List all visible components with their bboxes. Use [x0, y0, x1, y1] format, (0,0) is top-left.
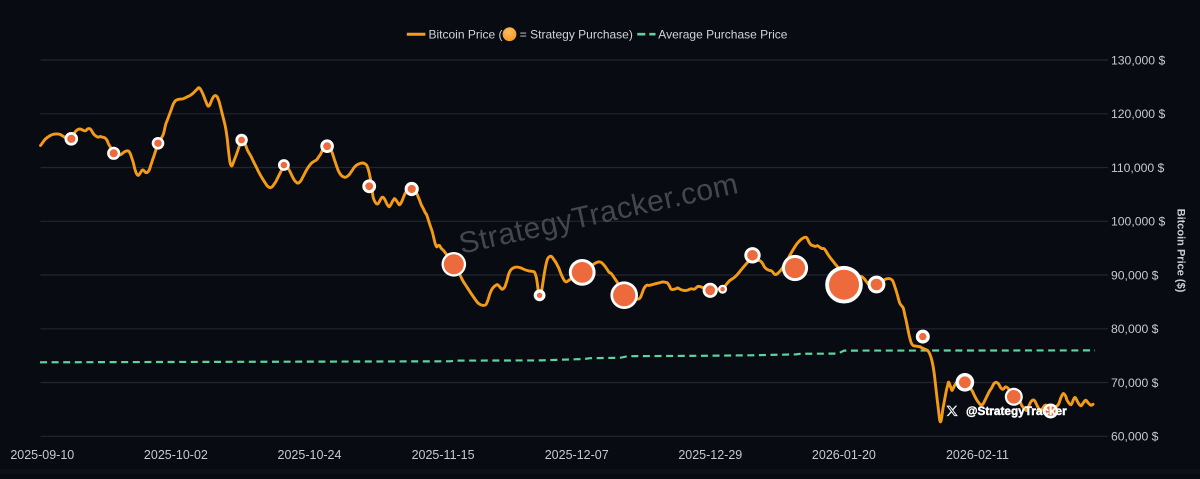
svg-text:90,000 $: 90,000 $ — [1111, 268, 1159, 282]
svg-text:@StrategyTracker: @StrategyTracker — [966, 404, 1067, 418]
svg-text:110,000 $: 110,000 $ — [1111, 161, 1165, 175]
svg-text:2026-02-11: 2026-02-11 — [946, 448, 1009, 462]
svg-text:2025-11-15: 2025-11-15 — [412, 448, 475, 462]
svg-text:Average Purchase Price: Average Purchase Price — [658, 28, 788, 42]
svg-text:120,000 $: 120,000 $ — [1111, 107, 1165, 121]
svg-text:2026-01-20: 2026-01-20 — [812, 448, 876, 462]
svg-text:130,000 $: 130,000 $ — [1111, 53, 1165, 67]
svg-text:Bitcoin Price ($): Bitcoin Price ($) — [1175, 209, 1187, 293]
svg-text:2025-10-24: 2025-10-24 — [278, 448, 342, 462]
svg-text:100,000 $: 100,000 $ — [1111, 215, 1165, 229]
svg-text:2025-10-02: 2025-10-02 — [144, 448, 208, 462]
svg-text:= Strategy Purchase): = Strategy Purchase) — [520, 28, 633, 42]
svg-text:2025-09-10: 2025-09-10 — [10, 448, 74, 462]
svg-text:60,000 $: 60,000 $ — [1111, 430, 1159, 444]
svg-text:Bitcoin Price (: Bitcoin Price ( — [429, 28, 503, 42]
svg-text:2025-12-29: 2025-12-29 — [678, 448, 742, 462]
svg-text:70,000 $: 70,000 $ — [1111, 376, 1159, 390]
svg-text:80,000 $: 80,000 $ — [1111, 322, 1159, 336]
svg-text:2025-12-07: 2025-12-07 — [545, 448, 609, 462]
